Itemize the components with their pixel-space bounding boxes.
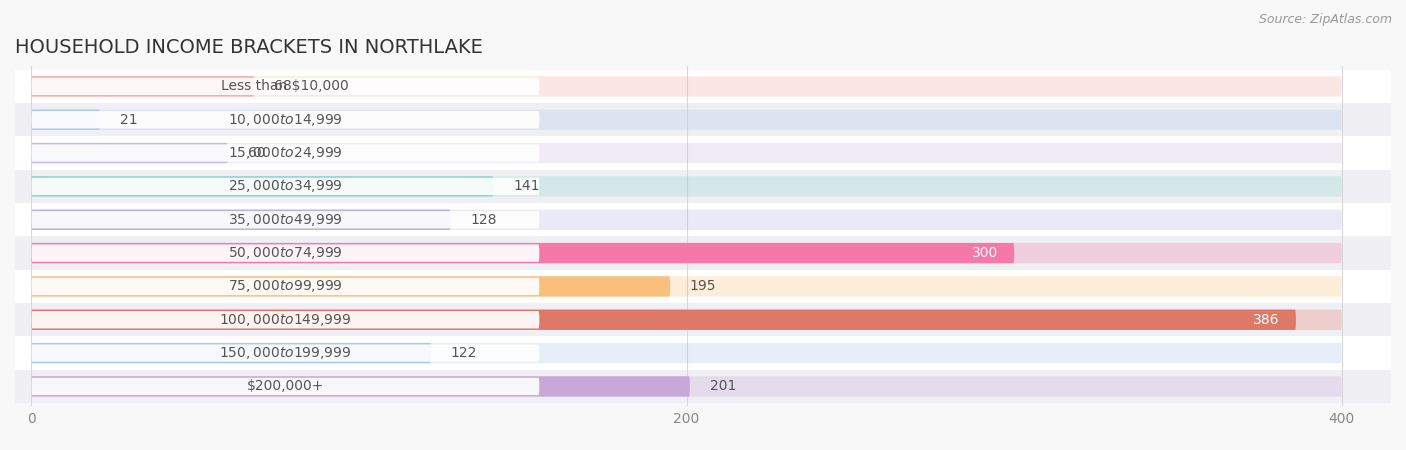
FancyBboxPatch shape: [31, 310, 1296, 330]
Text: $75,000 to $99,999: $75,000 to $99,999: [228, 279, 343, 294]
Text: $10,000 to $14,999: $10,000 to $14,999: [228, 112, 343, 128]
Text: 122: 122: [451, 346, 477, 360]
Bar: [15, 370, 1391, 403]
Bar: [15, 337, 1391, 370]
FancyBboxPatch shape: [31, 343, 432, 363]
FancyBboxPatch shape: [31, 111, 540, 128]
Text: 195: 195: [690, 279, 717, 293]
Text: 300: 300: [972, 246, 998, 260]
FancyBboxPatch shape: [31, 310, 1341, 330]
Text: $200,000+: $200,000+: [246, 379, 323, 393]
Text: 201: 201: [710, 379, 735, 393]
Text: 21: 21: [120, 113, 138, 127]
Text: Source: ZipAtlas.com: Source: ZipAtlas.com: [1258, 14, 1392, 27]
FancyBboxPatch shape: [31, 109, 1341, 130]
Text: 386: 386: [1253, 313, 1279, 327]
FancyBboxPatch shape: [31, 143, 228, 163]
FancyBboxPatch shape: [31, 276, 1341, 297]
FancyBboxPatch shape: [31, 178, 540, 195]
FancyBboxPatch shape: [31, 243, 1014, 263]
FancyBboxPatch shape: [31, 278, 540, 295]
FancyBboxPatch shape: [31, 244, 540, 262]
Text: $25,000 to $34,999: $25,000 to $34,999: [228, 178, 343, 194]
FancyBboxPatch shape: [31, 143, 1341, 163]
FancyBboxPatch shape: [31, 176, 494, 197]
FancyBboxPatch shape: [31, 376, 1341, 396]
FancyBboxPatch shape: [31, 376, 690, 396]
FancyBboxPatch shape: [31, 378, 540, 395]
FancyBboxPatch shape: [31, 343, 1341, 363]
FancyBboxPatch shape: [31, 276, 671, 297]
Bar: [15, 70, 1391, 103]
Text: Less than $10,000: Less than $10,000: [221, 79, 349, 94]
Text: 128: 128: [471, 213, 496, 227]
FancyBboxPatch shape: [31, 76, 254, 97]
Bar: [15, 170, 1391, 203]
Bar: [15, 236, 1391, 270]
FancyBboxPatch shape: [31, 243, 1341, 263]
Text: HOUSEHOLD INCOME BRACKETS IN NORTHLAKE: HOUSEHOLD INCOME BRACKETS IN NORTHLAKE: [15, 37, 482, 57]
FancyBboxPatch shape: [31, 210, 451, 230]
Text: $100,000 to $149,999: $100,000 to $149,999: [219, 312, 352, 328]
Bar: [15, 136, 1391, 170]
FancyBboxPatch shape: [31, 78, 540, 95]
Bar: [15, 103, 1391, 136]
FancyBboxPatch shape: [31, 176, 1341, 197]
Text: $50,000 to $74,999: $50,000 to $74,999: [228, 245, 343, 261]
FancyBboxPatch shape: [31, 144, 540, 162]
FancyBboxPatch shape: [31, 344, 540, 362]
Text: 68: 68: [274, 79, 291, 94]
Text: $150,000 to $199,999: $150,000 to $199,999: [219, 345, 352, 361]
Bar: [15, 270, 1391, 303]
FancyBboxPatch shape: [31, 211, 540, 229]
Text: $35,000 to $49,999: $35,000 to $49,999: [228, 212, 343, 228]
Text: 60: 60: [247, 146, 266, 160]
Bar: [15, 303, 1391, 337]
FancyBboxPatch shape: [31, 76, 1341, 97]
Text: $15,000 to $24,999: $15,000 to $24,999: [228, 145, 343, 161]
FancyBboxPatch shape: [31, 210, 1341, 230]
FancyBboxPatch shape: [31, 109, 100, 130]
Bar: [15, 203, 1391, 236]
Text: 141: 141: [513, 180, 540, 194]
FancyBboxPatch shape: [31, 311, 540, 328]
